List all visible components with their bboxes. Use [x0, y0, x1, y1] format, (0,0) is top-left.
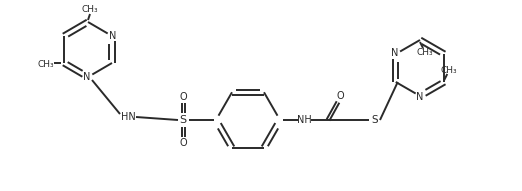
- Text: CH₃: CH₃: [38, 60, 54, 69]
- Text: O: O: [179, 92, 187, 102]
- Text: CH₃: CH₃: [441, 66, 458, 74]
- Text: HN: HN: [121, 112, 135, 122]
- Text: CH₃: CH₃: [81, 5, 98, 14]
- Text: O: O: [179, 138, 187, 148]
- Text: N: N: [391, 48, 398, 58]
- Text: CH₃: CH₃: [417, 48, 433, 57]
- Text: S: S: [372, 115, 378, 125]
- Text: N: N: [109, 31, 117, 41]
- Text: N: N: [84, 72, 91, 82]
- Text: N: N: [417, 92, 424, 102]
- Text: NH: NH: [296, 115, 312, 125]
- Text: O: O: [336, 91, 344, 101]
- Text: S: S: [180, 115, 186, 125]
